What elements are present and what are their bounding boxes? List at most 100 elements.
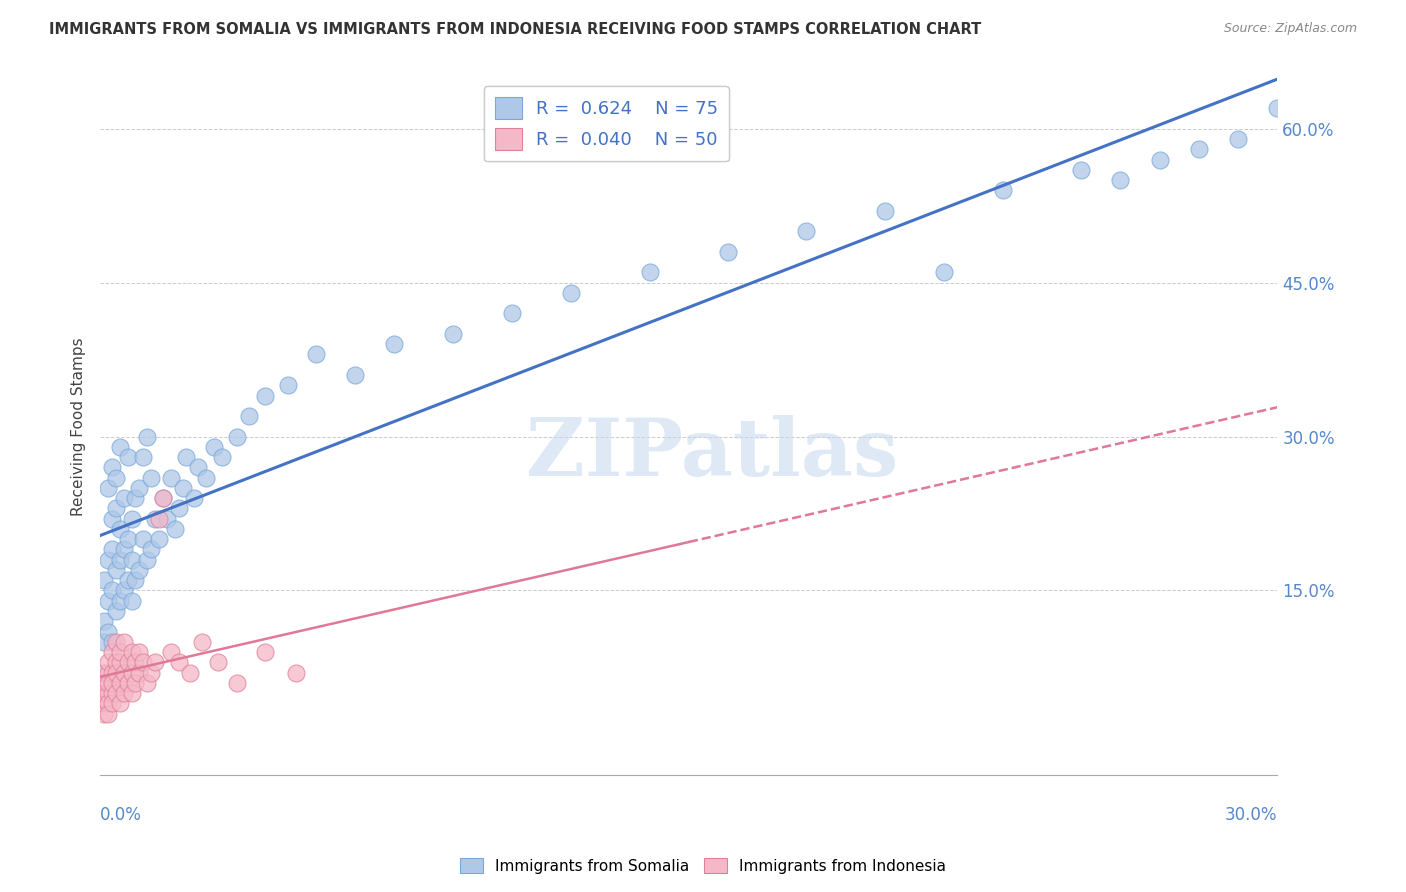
Point (97, 552, 120, 566)
Point (207, 655, 229, 669)
Point (163, 522, 186, 536)
Point (159, 645, 181, 659)
Point (344, 368, 367, 382)
Point (277, 378, 299, 392)
Point (112, 542, 135, 557)
Point (104, 655, 127, 669)
Point (139, 542, 162, 557)
Point (124, 491, 146, 505)
Point (143, 655, 166, 669)
Point (152, 491, 174, 505)
Point (104, 470, 127, 484)
Point (104, 604, 127, 618)
Text: 30.0%: 30.0% (1225, 806, 1278, 824)
Point (132, 532, 155, 546)
Point (93, 676, 115, 690)
Point (124, 573, 146, 587)
Point (501, 306, 523, 320)
Point (97, 706, 120, 721)
Point (108, 655, 131, 669)
Point (117, 573, 139, 587)
Legend: Immigrants from Somalia, Immigrants from Indonesia: Immigrants from Somalia, Immigrants from… (454, 852, 952, 880)
Point (136, 429, 159, 443)
Point (1149, 153, 1171, 167)
Point (152, 491, 174, 505)
Point (172, 481, 194, 495)
Point (97, 697, 120, 711)
Point (136, 552, 159, 566)
Point (101, 676, 124, 690)
Point (93, 634, 115, 648)
Point (93, 686, 115, 700)
Point (176, 450, 198, 464)
Point (93, 697, 115, 711)
Point (121, 593, 143, 607)
Point (104, 563, 127, 577)
Point (117, 655, 139, 669)
Point (108, 440, 131, 454)
Point (132, 450, 155, 464)
Point (136, 676, 159, 690)
Point (112, 491, 135, 505)
Point (101, 634, 124, 648)
Point (101, 511, 124, 525)
Point (104, 686, 127, 700)
Point (932, 265, 955, 279)
Point (93, 665, 115, 680)
Point (384, 337, 406, 351)
Point (1109, 173, 1132, 187)
Point (117, 532, 139, 546)
Point (253, 645, 276, 659)
Point (93, 614, 115, 628)
Point (156, 511, 179, 525)
Point (101, 542, 124, 557)
Point (128, 481, 150, 495)
Point (717, 244, 740, 259)
Legend: R =  0.624    N = 75, R =  0.040    N = 50: R = 0.624 N = 75, R = 0.040 N = 50 (484, 87, 730, 161)
Point (101, 686, 124, 700)
Point (148, 511, 170, 525)
Point (104, 501, 127, 516)
Point (104, 665, 127, 680)
Point (560, 285, 582, 300)
Point (139, 665, 162, 680)
Point (143, 511, 166, 525)
Point (121, 645, 143, 659)
Point (97, 593, 120, 607)
Text: Source: ZipAtlas.com: Source: ZipAtlas.com (1223, 22, 1357, 36)
Point (117, 450, 139, 464)
Point (191, 634, 214, 648)
Text: ZIPatlas: ZIPatlas (526, 415, 898, 493)
Text: 0.0%: 0.0% (100, 806, 142, 824)
Point (108, 552, 131, 566)
Point (101, 697, 124, 711)
Point (167, 655, 190, 669)
Point (873, 203, 896, 218)
Point (1267, 101, 1289, 115)
Point (97, 655, 120, 669)
Point (202, 440, 225, 454)
Point (1070, 162, 1092, 177)
Point (101, 583, 124, 598)
Point (108, 697, 131, 711)
Point (1227, 132, 1250, 146)
Point (253, 388, 276, 402)
Point (108, 645, 131, 659)
Point (97, 686, 120, 700)
Point (211, 450, 233, 464)
Point (121, 511, 143, 525)
Point (97, 665, 120, 680)
Point (124, 676, 146, 690)
Point (285, 665, 308, 680)
Point (226, 676, 249, 690)
Point (93, 706, 115, 721)
Point (121, 665, 143, 680)
Point (226, 429, 249, 443)
Point (104, 634, 127, 648)
Point (112, 665, 135, 680)
Point (112, 583, 135, 598)
Point (97, 624, 120, 639)
Point (101, 665, 124, 680)
Point (108, 676, 131, 690)
Point (128, 665, 150, 680)
